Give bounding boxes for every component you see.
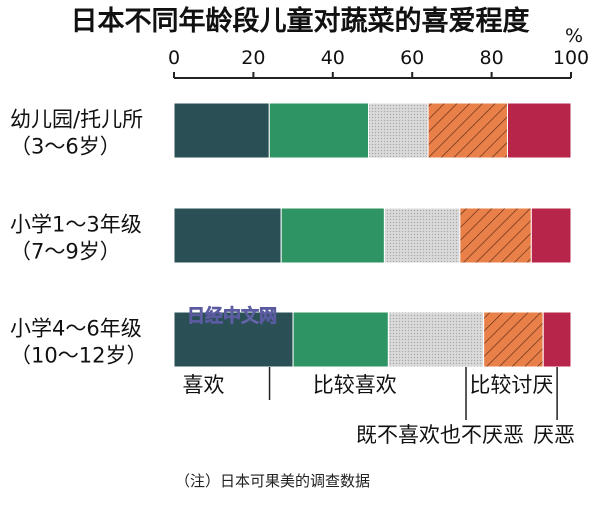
bar-segment (530, 207, 572, 264)
bar-segment (459, 207, 532, 264)
bar-segment (173, 207, 282, 264)
tick-label: 20 (241, 47, 265, 69)
category-label: 小学4～6年级 (10, 317, 142, 341)
tick-label: 80 (480, 47, 504, 69)
bar-segment (387, 311, 485, 368)
legend-label: 比较喜欢 (313, 373, 397, 397)
category-label: （7～9岁） (10, 240, 121, 264)
bar-segment (483, 311, 544, 368)
tick-label: 0 (168, 47, 180, 69)
legend-label: 既不喜欢也不厌恶 (356, 423, 524, 447)
category-label: 幼儿园/托儿所 (10, 108, 143, 132)
bar-segment (542, 311, 572, 368)
bar-segment (292, 311, 389, 368)
legend-label: 喜欢 (183, 373, 225, 397)
tick-label: 40 (321, 47, 345, 69)
category-label: 小学1～3年级 (10, 213, 142, 237)
unit-label: % (565, 25, 583, 47)
category-label: （10～12岁） (10, 344, 147, 368)
note: （注）日本可果美的调查数据 (175, 472, 370, 490)
bars (173, 102, 572, 368)
category-label: （3～6岁） (10, 135, 121, 159)
bar-segment (280, 207, 385, 264)
bar-segment (506, 102, 572, 159)
bar-segment (173, 102, 270, 159)
chart-title: 日本不同年龄段儿童对蔬菜的喜爱程度 (71, 5, 530, 37)
bar-segment (268, 102, 370, 159)
bar-segment (173, 311, 294, 368)
category-labels: 幼儿园/托儿所 （3～6岁） 小学1～3年级 （7～9岁） 小学4～6年级 （10～12岁… (10, 108, 147, 368)
legend-label: 厌恶 (533, 423, 575, 447)
bar-segment (427, 102, 508, 159)
legend-label: 比较讨厌 (469, 373, 553, 397)
tick-label: 60 (400, 47, 424, 69)
tick-label: 100 (553, 47, 589, 69)
bar-segment (368, 102, 429, 159)
bar-segment (383, 207, 461, 264)
x-axis-ticks: 0 20 40 60 80 100 (168, 47, 589, 78)
watermark: 日经中文网 (187, 305, 277, 327)
